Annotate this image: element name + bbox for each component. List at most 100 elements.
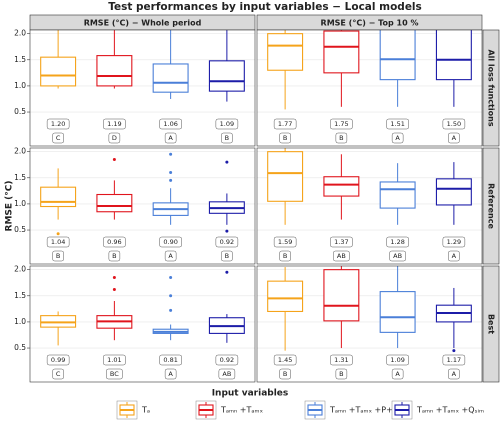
letter-box — [52, 368, 64, 380]
value-label: 1.20 — [51, 120, 65, 128]
panel-border — [29, 147, 256, 265]
value-label-box — [215, 236, 239, 248]
box — [152, 63, 189, 93]
letter-box — [335, 132, 348, 144]
row-title: Reference — [487, 183, 496, 229]
group-letter: B — [112, 252, 116, 260]
value-label: 1.75 — [334, 120, 348, 128]
value-label: 1.06 — [163, 120, 177, 128]
column-title: RMSE (°C) − Top 10 % — [321, 19, 419, 28]
outlier — [112, 288, 116, 292]
outlier — [169, 294, 173, 298]
panel-marks — [267, 30, 472, 110]
value-label-box — [386, 236, 409, 248]
value-label: 1.37 — [334, 238, 348, 246]
value-label: 1.17 — [447, 356, 461, 364]
value-label-box — [273, 354, 297, 366]
value-label-box — [273, 118, 297, 130]
group-letter: B — [339, 370, 343, 378]
box — [379, 30, 416, 81]
value-label: 1.29 — [447, 238, 461, 246]
group-letter: C — [56, 134, 61, 142]
outlier — [452, 349, 456, 353]
value-label: 0.90 — [163, 238, 177, 246]
value-label-box — [46, 118, 70, 130]
box — [40, 56, 77, 87]
panel-marks — [267, 148, 472, 225]
group-letter: A — [452, 370, 457, 378]
value-label-box — [386, 354, 409, 366]
letter-box — [221, 250, 233, 262]
letter-box — [164, 132, 177, 144]
outlier — [225, 160, 229, 164]
box — [435, 30, 472, 81]
box — [40, 315, 77, 328]
y-tick-label: 2.0 — [14, 265, 26, 274]
group-letter: A — [395, 134, 400, 142]
value-label-box — [442, 118, 466, 130]
value-label: 1.19 — [107, 120, 121, 128]
value-label-box — [330, 354, 353, 366]
y-tick-label: 0.5 — [14, 225, 26, 234]
group-letter: B — [283, 134, 287, 142]
letter-box — [108, 132, 121, 144]
letter-box — [106, 368, 123, 380]
value-label: 1.51 — [390, 120, 404, 128]
group-letter: B — [225, 252, 229, 260]
panel-marks — [40, 30, 245, 102]
letter-box — [448, 132, 460, 144]
value-label: 0.92 — [220, 238, 234, 246]
group-letter: A — [395, 370, 400, 378]
value-label-box — [159, 236, 182, 248]
outlier — [225, 229, 229, 233]
letter-box — [108, 250, 121, 262]
group-letter: B — [339, 134, 343, 142]
y-tick-label: 1.5 — [14, 173, 26, 182]
value-label: 1.59 — [278, 238, 292, 246]
value-label-box — [273, 236, 297, 248]
column-title: RMSE (°C) − Whole period — [84, 19, 202, 28]
group-letter: D — [112, 134, 117, 142]
y-tick-label: 2.0 — [14, 147, 26, 156]
value-label: 1.31 — [334, 356, 348, 364]
value-label-box — [442, 236, 466, 248]
value-label-box — [215, 118, 239, 130]
letter-box — [218, 368, 236, 380]
value-label-box — [46, 236, 70, 248]
group-letter: AB — [393, 252, 402, 260]
letter-box — [389, 250, 406, 262]
group-letter: A — [168, 252, 173, 260]
y-axis-label: RMSE (°C) — [5, 181, 15, 232]
panel-border — [256, 29, 483, 147]
legend-label: Tₐ — [141, 406, 150, 415]
box — [40, 186, 77, 208]
group-letter: A — [168, 370, 173, 378]
value-label-box — [46, 354, 70, 366]
value-label-box — [159, 354, 182, 366]
panel-marks — [267, 266, 472, 353]
value-label-box — [103, 118, 126, 130]
letter-box — [448, 250, 460, 262]
row-strip — [482, 147, 500, 265]
box — [323, 269, 360, 322]
value-label-box — [215, 354, 239, 366]
letter-box — [335, 368, 348, 380]
outlier — [225, 270, 229, 274]
value-label: 0.81 — [163, 356, 177, 364]
value-label: 1.09 — [220, 120, 234, 128]
letter-box — [279, 368, 291, 380]
legend-label: Tₐₘₙ +Tₐₘₓ +Qₛᵢₘ — [416, 406, 484, 415]
box — [323, 176, 360, 197]
y-tick-label: 1.5 — [14, 55, 26, 64]
outlier — [169, 275, 173, 279]
value-label-box — [442, 354, 466, 366]
row-title: Best — [487, 314, 496, 334]
row-strip — [482, 29, 500, 147]
value-label: 1.28 — [390, 238, 404, 246]
box — [96, 193, 133, 213]
value-label-box — [330, 236, 353, 248]
group-letter: B — [283, 370, 287, 378]
letter-box — [279, 250, 291, 262]
